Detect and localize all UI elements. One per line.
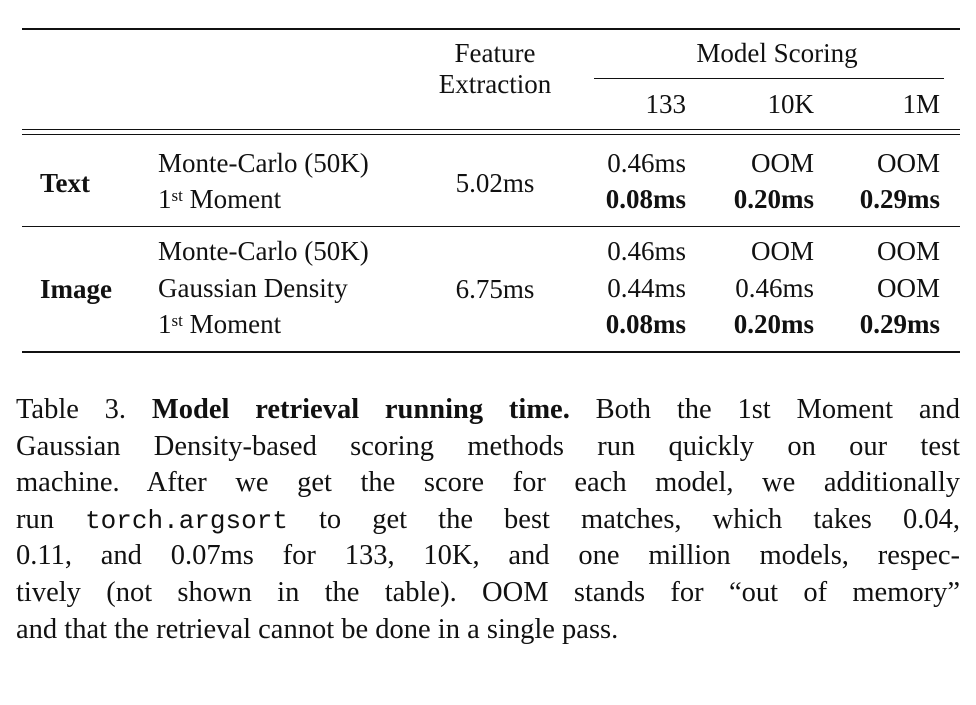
header-col-133: 133 xyxy=(645,89,687,119)
image-row-1-10k: OOM xyxy=(750,236,814,266)
text-row-1-10k: OOM xyxy=(750,148,814,178)
group-separator-rule xyxy=(22,226,960,227)
caption-line-6: tively (not shown in the table). OOM sta… xyxy=(16,576,960,608)
table-top-rule xyxy=(22,28,960,30)
results-table: Feature Extraction Model Scoring 133 10K… xyxy=(22,26,960,356)
header-feature-line1: Feature xyxy=(454,38,536,68)
caption-line-1: Table 3. Model retrieval running time. B… xyxy=(16,394,961,425)
image-feature-time: 6.75ms xyxy=(455,274,535,304)
text-row-1-method: Monte-Carlo (50K) xyxy=(158,148,369,178)
image-row-3-10k: 0.20ms xyxy=(733,309,814,339)
header-double-rule-top xyxy=(22,129,960,130)
caption-line-2: Gaussian Density-based scoring methods r… xyxy=(16,430,960,462)
image-row-1-1m: OOM xyxy=(876,236,940,266)
code-torch-argsort: torch.argsort xyxy=(85,505,288,536)
image-row-2-10k: 0.46ms xyxy=(735,273,814,303)
group-label-image: Image xyxy=(40,274,112,304)
image-row-1-133: 0.46ms xyxy=(607,236,686,266)
caption-line-4: run torch.argsort to get the best matche… xyxy=(16,503,960,536)
text-row-2-method: 1st Moment xyxy=(158,184,282,214)
header-col-10k: 10K xyxy=(767,89,815,119)
caption-line-7: and that the retrieval cannot be done in… xyxy=(16,613,619,645)
text-row-1-1m: OOM xyxy=(876,148,940,178)
caption-line-5: 0.11, and 0.07ms for 133, 10K, and one m… xyxy=(16,540,960,572)
image-row-3-1m: 0.29ms xyxy=(859,309,940,339)
table-caption: Table 3. Model retrieval running time. B… xyxy=(16,392,960,648)
image-row-3-method: 1st Moment xyxy=(158,309,282,339)
model-scoring-underline xyxy=(594,78,944,79)
header-feature-line2: Extraction xyxy=(438,69,552,99)
text-row-2-10k: 0.20ms xyxy=(733,184,814,214)
caption-line-3: machine. After we get the score for each… xyxy=(16,467,960,499)
image-row-1-method: Monte-Carlo (50K) xyxy=(158,236,369,266)
header-col-1m: 1M xyxy=(902,89,940,119)
group-label-text: Text xyxy=(40,168,91,198)
image-row-3-133: 0.08ms xyxy=(605,309,686,339)
table-bottom-rule xyxy=(22,351,960,353)
image-row-2-133: 0.44ms xyxy=(607,273,686,303)
image-row-2-1m: OOM xyxy=(876,273,940,303)
header-double-rule-bottom xyxy=(22,134,960,135)
header-model-scoring: Model Scoring xyxy=(696,38,858,68)
image-row-2-method: Gaussian Density xyxy=(158,273,348,303)
text-feature-time: 5.02ms xyxy=(455,168,535,198)
text-row-2-1m: 0.29ms xyxy=(859,184,940,214)
text-row-2-133: 0.08ms xyxy=(605,184,686,214)
text-row-1-133: 0.46ms xyxy=(607,148,686,178)
